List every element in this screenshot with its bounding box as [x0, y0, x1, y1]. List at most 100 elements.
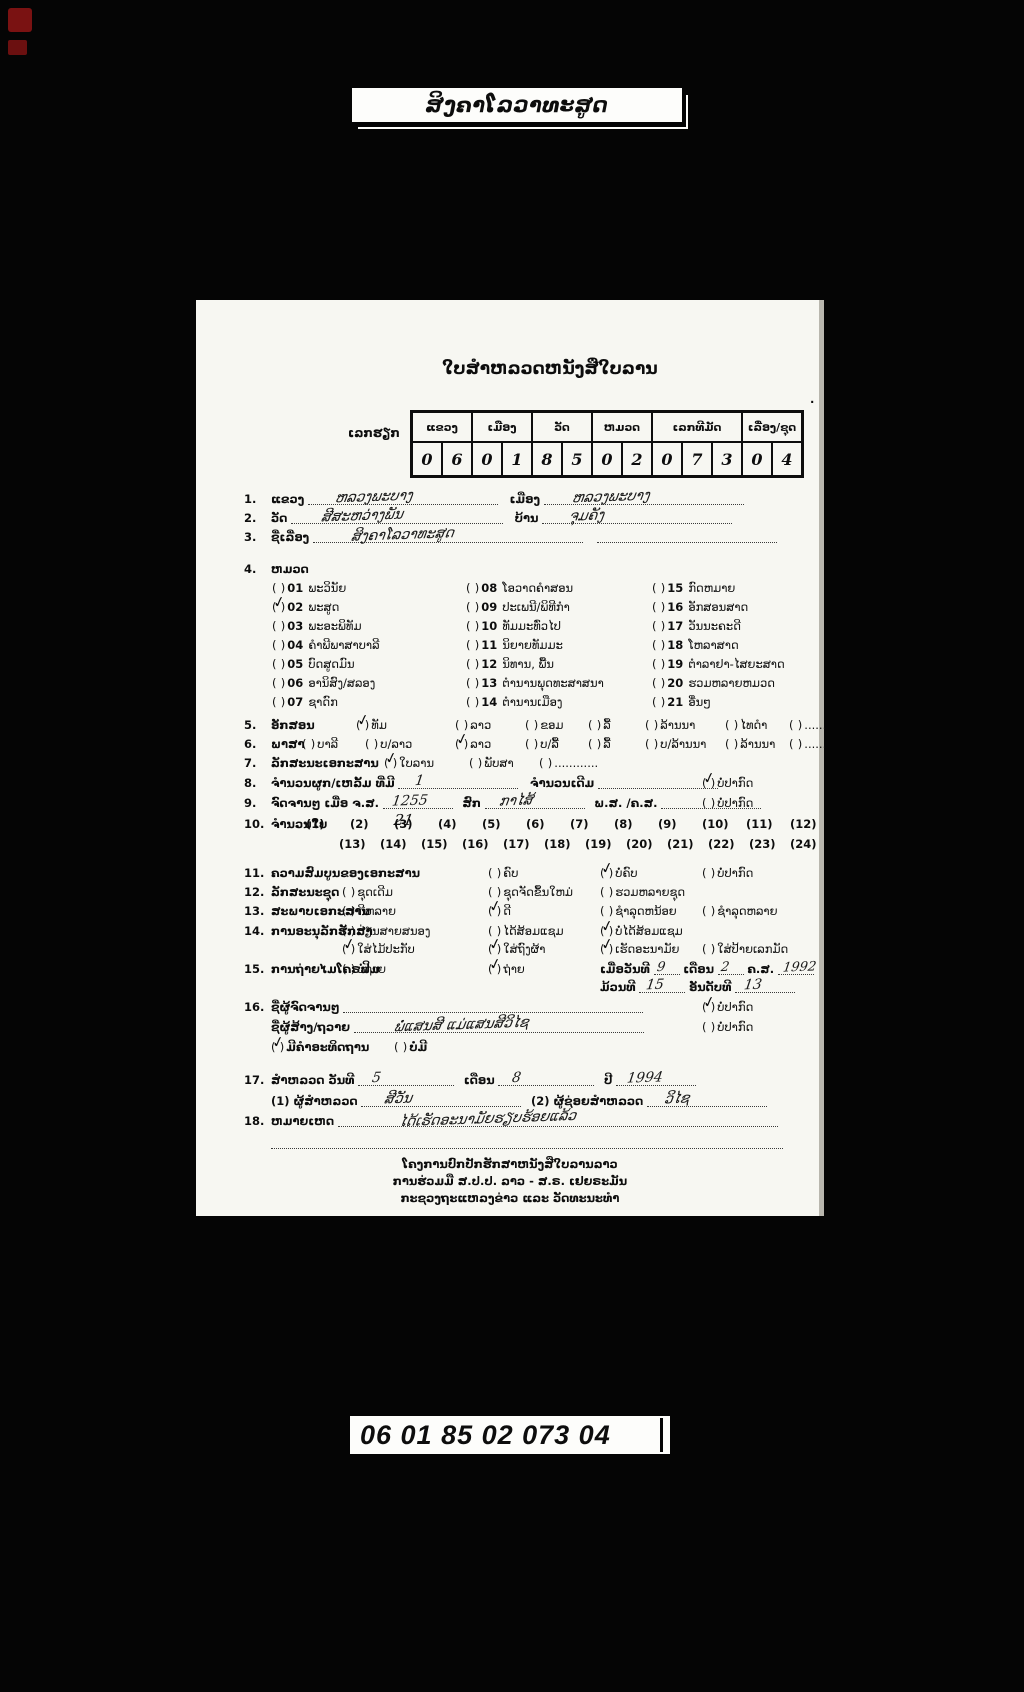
checkbox — [272, 619, 284, 634]
field-script: 5.ອັກສອນ ທັມ ລາວ ຂອມ ລື້ ລ້ານນາ ໄທດຳ ...… — [244, 718, 826, 733]
col-district: ເມືອງ — [472, 412, 532, 442]
handwriting-day: 9 — [656, 959, 667, 976]
category-option: 19ຕຳລາຢາ-ໄສຍະສາດ — [652, 657, 784, 672]
checkbox — [466, 657, 478, 672]
digit-cell: 3 — [712, 442, 742, 476]
field-text-title: 3. ຊື່ເລື່ອງ ສິງຄາໂລວາທະສູດ — [244, 525, 777, 545]
checkbox — [488, 866, 500, 881]
handwriting-title: ສິງຄາໂລວາທະສູດ — [349, 525, 455, 545]
handwriting-village: ຈຸມຄັງ — [567, 507, 605, 525]
digit-cell: 0 — [592, 442, 622, 476]
remarks-continuation-line — [244, 1136, 783, 1151]
field-doc-type: 7.ລັກສະນະເອກະສານ ໃບລານ ພັບສາ ...........… — [244, 756, 598, 771]
field-leaf-count-row1: 10. ຈຳນວນໃບ (1) (2) (3) (4) (5) (6) (7) (8) (9) (1… — [244, 811, 817, 831]
category-option: 05ບົດສູດມົນ — [272, 657, 354, 672]
form-title: ໃບສໍາຫລວດຫນັງສືໃບລານ — [442, 359, 658, 379]
checkbox-checked — [271, 1040, 283, 1055]
scan-red-mark — [8, 8, 32, 32]
checkbox — [588, 718, 600, 733]
footer-line-3: ກະຊວງຖະແຫລງຂ່າວ ແລະ ວັດທະນະທຳ — [400, 1191, 620, 1205]
handwriting-assistant-signature: ວິໄຊ — [662, 1090, 691, 1108]
checkbox — [302, 737, 314, 752]
handwriting-province: ຫລວງພະບາງ — [333, 487, 414, 507]
footer-line-1: ໂຄງການປົກປັກຮັກສາຫນັງສືໃບລານລາວ — [402, 1157, 618, 1171]
category-option: 16ອັກສອນສາດ — [652, 600, 748, 615]
field-microfilm: 15.ການຖ່າຍໄມໂຄຣຟິມ ບໍ່ຖ່າຍ ຖ່າຍ ເມື່ອວັນ… — [244, 959, 817, 977]
call-number-table: ແຂວງ ເມືອງ ວັດ ຫມວດ ເລກທີມັດ ເລື່ອງ/ຊຸດ … — [410, 410, 804, 478]
checkbox — [645, 737, 657, 752]
checkbox-checked — [488, 904, 500, 919]
checkbox — [588, 737, 600, 752]
category-option: 12ນິທານ, ພື້ນ — [466, 657, 554, 672]
call-number-header-row: ແຂວງ ເມືອງ ວັດ ຫມວດ ເລກທີມັດ ເລື່ອງ/ຊຸດ — [412, 412, 802, 442]
handwriting-remarks: ໄດ້ເຮັດອະນາມັຍຮຽບຮ້ອຍແລ້ວ — [398, 1107, 578, 1131]
col-category: ຫມວດ — [592, 412, 652, 442]
checkbox — [466, 695, 478, 710]
checkbox — [652, 619, 664, 634]
checkbox-checked — [600, 866, 612, 881]
field-fascicle-count: 8.ຈຳນວນຜູກ/ເຫລັ້ມ ທີ່ມີ 1 ຈຳນວນເດີມ ບໍ່ປ… — [244, 772, 753, 791]
footer-line-2: ການຮ່ວມມື ສ.ປ.ປ. ລາວ - ສ.ຣ. ເຢຍຣະມັນ — [392, 1174, 628, 1188]
field-remarks: 18. ຫມາຍເຫດ ໄດ້ເຮັດອະນາມັຍຮຽບຮ້ອຍແລ້ວ — [244, 1108, 778, 1130]
checkbox — [702, 904, 714, 919]
checkbox-checked — [488, 962, 500, 977]
checkbox — [725, 718, 737, 733]
handwriting-surveyor-signature: ສີວັນ — [382, 1090, 413, 1108]
digit-cell: 7 — [682, 442, 712, 476]
digit-cell: 0 — [412, 442, 442, 476]
handwriting-survey-day: 5 — [370, 1069, 382, 1087]
handwriting-district: ຫລວງພະບາງ — [570, 487, 651, 507]
checkbox — [702, 1020, 714, 1035]
checkbox — [789, 718, 801, 733]
handwriting-item-no: 13 — [742, 976, 763, 994]
checkbox — [365, 737, 377, 752]
checkbox — [725, 737, 737, 752]
digit-cell: 6 — [442, 442, 472, 476]
checkbox — [652, 638, 664, 653]
checkbox-checked — [342, 942, 354, 957]
digit-cell: 0 — [742, 442, 772, 476]
checkbox-checked — [600, 942, 612, 957]
checkbox — [652, 600, 664, 615]
checkbox — [342, 962, 354, 977]
digit-cell: 5 — [562, 442, 592, 476]
checkbox — [342, 885, 354, 900]
checkbox — [272, 657, 284, 672]
checkbox — [466, 619, 478, 634]
category-option: 15ກົດຫມາຍ — [652, 581, 735, 596]
field-language: 6.ພາສາ ບາລີ ບ/ລາວ ລາວ ບ/ລື້ ລື້ ບ/ລ້ານນາ… — [244, 737, 826, 752]
field-province: 1. ແຂວງ ຫລວງພະບາງ ເມືອງ ຫລວງພະບາງ — [244, 487, 744, 507]
field-category-header: 4. ຫມວດ — [244, 562, 309, 576]
checkbox — [272, 695, 284, 710]
checkbox-checked — [455, 737, 467, 752]
checkbox — [652, 676, 664, 691]
call-number-code: 06 01 85 02 073 04 — [360, 1419, 611, 1450]
bottom-code-strip: 06 01 85 02 073 04 — [350, 1416, 670, 1454]
col-province: ແຂວງ — [412, 412, 472, 442]
col-temple: ວັດ — [532, 412, 592, 442]
category-option: 10ທັມມະທົ່ວໄປ — [466, 619, 561, 634]
field-date-written: 9. ຈົດຈານໆ ເມື່ອ ຈ.ສ. 1255 ສົກ ກາໄສ້ ພ.ສ.… — [244, 792, 762, 811]
handwriting-month: 2 — [720, 959, 731, 976]
handwriting-temple: ສີສະຫວ່າງພັນ — [319, 506, 404, 526]
scan-red-mark — [8, 40, 27, 55]
handwriting-count: 1 — [414, 772, 426, 790]
checkbox — [702, 796, 714, 811]
checkbox — [466, 638, 478, 653]
handwriting-year: 1992 — [781, 959, 818, 976]
handwriting-leaf-count: 21 — [392, 811, 415, 829]
digit-cell: 4 — [772, 442, 802, 476]
checkbox — [702, 942, 714, 957]
checkbox-checked — [384, 756, 396, 771]
survey-form-sheet: ໃບສໍາຫລວດຫນັງສືໃບລານ ເລກຮຽກ ແຂວງ ເມືອງ ວ… — [196, 300, 826, 1216]
call-number-label: ເລກຮຽກ — [348, 426, 400, 440]
handwriting-survey-month: 8 — [510, 1069, 522, 1087]
